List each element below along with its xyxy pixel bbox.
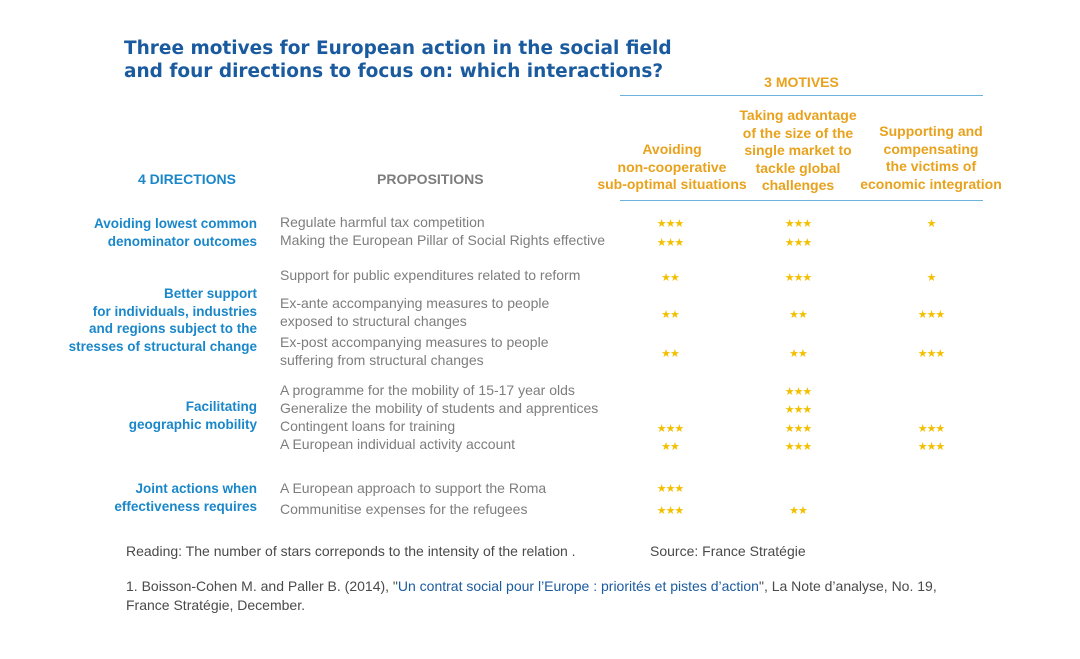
motive-3-header: Supporting and compensating the victims … — [860, 123, 1002, 192]
directions-header: 4 DIRECTIONS — [137, 171, 236, 187]
propositions-header: PROPOSITIONS — [377, 171, 484, 187]
footnote: 1. Boisson-Cohen M. and Paller B. (2014)… — [126, 577, 996, 615]
direction-3: Facilitating geographic mobility — [128, 399, 257, 432]
stars-r9-m2: ★★★ — [784, 440, 813, 453]
proposition-11: Communitise expenses for the refugees — [280, 501, 528, 517]
motives-top-rule — [620, 95, 983, 96]
stars-r5-m3: ★★★ — [917, 347, 946, 360]
reading-note: Reading: The number of stars correponds … — [126, 543, 576, 559]
title-line-2: and four directions to focus on: which i… — [124, 61, 664, 82]
stars-r9-m1: ★★ — [661, 440, 680, 453]
stars-r1-m2: ★★★ — [784, 217, 813, 230]
stars-r2-m2: ★★★ — [784, 236, 813, 249]
proposition-1: Regulate harmful tax competition — [280, 214, 485, 230]
stars-r4-m1: ★★ — [661, 308, 680, 321]
source-note: Source: France Stratégie — [650, 543, 806, 559]
stars-r3-m3: ★ — [926, 271, 937, 284]
stars-r3-m2: ★★★ — [784, 271, 813, 284]
stars-r8-m3: ★★★ — [917, 422, 946, 435]
proposition-5: Ex-post accompanying measures to people … — [280, 334, 549, 368]
proposition-7: Generalize the mobility of students and … — [280, 400, 599, 416]
footnote-suffix: ", La Note d’analyse, No. 19, — [758, 578, 937, 594]
footnote-line-2: France Stratégie, December. — [126, 597, 305, 613]
proposition-2: Making the European Pillar of Social Rig… — [280, 232, 606, 248]
stars-r5-m2: ★★ — [789, 347, 808, 360]
stars-r6-m2: ★★★ — [784, 385, 813, 398]
stars-r11-m2: ★★ — [789, 504, 808, 517]
direction-4: Joint actions when effectiveness require… — [114, 481, 257, 514]
proposition-3: Support for public expenditures related … — [280, 267, 581, 283]
footnote-prefix: 1. Boisson-Cohen M. and Paller B. (2014)… — [126, 578, 398, 594]
stars-r7-m2: ★★★ — [784, 403, 813, 416]
stars-r2-m1: ★★★ — [656, 236, 685, 249]
stars-r10-m1: ★★★ — [656, 482, 685, 495]
stars-r1-m3: ★ — [926, 217, 937, 230]
stars-r11-m1: ★★★ — [656, 504, 685, 517]
proposition-9: A European individual activity account — [280, 436, 516, 452]
motive-1-header: Avoiding non-cooperative sub-optimal sit… — [597, 141, 747, 192]
footnote-link[interactable]: Un contrat social pour l’Europe : priori… — [397, 578, 759, 594]
motives-bottom-rule — [620, 200, 983, 201]
direction-2: Better support for individuals, industri… — [68, 286, 257, 354]
proposition-4: Ex-ante accompanying measures to people … — [280, 295, 550, 329]
page-title: Three motives for European action in the… — [124, 37, 684, 83]
stars-r1-m1: ★★★ — [656, 217, 685, 230]
motives-header: 3 MOTIVES — [764, 74, 839, 90]
stars-r5-m1: ★★ — [661, 347, 680, 360]
stars-r3-m1: ★★ — [661, 271, 680, 284]
stars-r8-m2: ★★★ — [784, 422, 813, 435]
stars-r4-m2: ★★ — [789, 308, 808, 321]
stars-r4-m3: ★★★ — [917, 308, 946, 321]
stars-r9-m3: ★★★ — [917, 440, 946, 453]
stars-r8-m1: ★★★ — [656, 422, 685, 435]
proposition-8: Contingent loans for training — [280, 418, 456, 434]
proposition-6: A programme for the mobility of 15-17 ye… — [280, 382, 575, 398]
direction-1: Avoiding lowest common denominator outco… — [93, 216, 257, 249]
motive-2-header: Taking advantage of the size of the sing… — [739, 107, 857, 193]
proposition-10: A European approach to support the Roma — [280, 480, 547, 496]
title-line-1: Three motives for European action in the… — [124, 38, 672, 59]
